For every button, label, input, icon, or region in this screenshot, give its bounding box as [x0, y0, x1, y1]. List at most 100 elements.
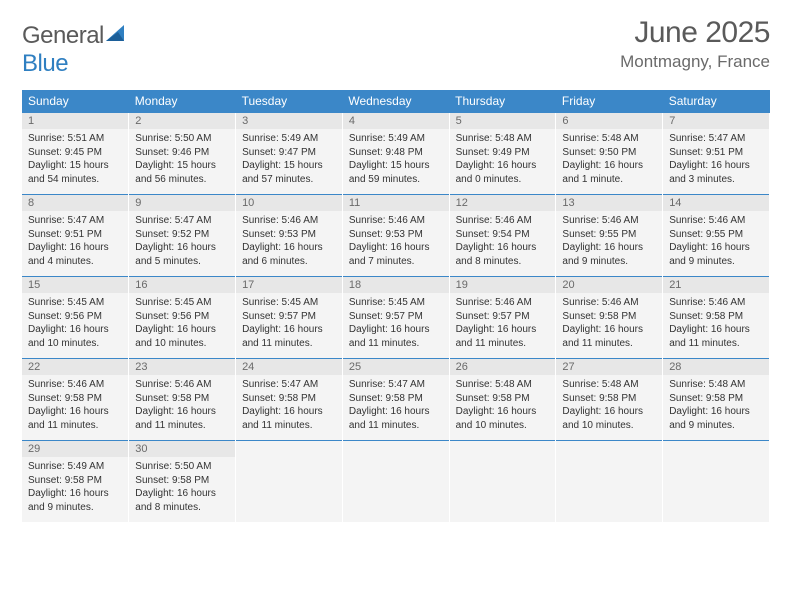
sunset-line: Sunset: 9:58 PM — [28, 474, 122, 488]
day-cell: Sunrise: 5:45 AMSunset: 9:57 PMDaylight:… — [342, 293, 449, 359]
daylight-line: Daylight: 16 hours and 6 minutes. — [242, 241, 336, 268]
sunrise-line: Sunrise: 5:46 AM — [28, 378, 122, 392]
sunrise-line: Sunrise: 5:50 AM — [135, 132, 229, 146]
daylight-line: Daylight: 16 hours and 9 minutes. — [669, 241, 763, 268]
logo-word-1: General — [22, 22, 104, 49]
sunrise-line: Sunrise: 5:46 AM — [562, 296, 656, 310]
day-cell — [556, 457, 663, 522]
day-number: 23 — [129, 359, 236, 375]
sunset-line: Sunset: 9:57 PM — [456, 310, 550, 324]
sunrise-line: Sunrise: 5:45 AM — [242, 296, 336, 310]
day-detail-row: Sunrise: 5:46 AMSunset: 9:58 PMDaylight:… — [22, 375, 770, 441]
sunset-line: Sunset: 9:58 PM — [669, 310, 763, 324]
sunrise-line: Sunrise: 5:48 AM — [456, 132, 550, 146]
sunset-line: Sunset: 9:57 PM — [349, 310, 443, 324]
day-number-row: 22232425262728 — [22, 359, 770, 375]
day-cell: Sunrise: 5:45 AMSunset: 9:56 PMDaylight:… — [129, 293, 236, 359]
sunrise-line: Sunrise: 5:46 AM — [135, 378, 229, 392]
daylight-line: Daylight: 16 hours and 11 minutes. — [242, 323, 336, 350]
day-number-row: 2930 — [22, 441, 770, 457]
daylight-line: Daylight: 16 hours and 9 minutes. — [669, 405, 763, 432]
day-cell: Sunrise: 5:46 AMSunset: 9:54 PMDaylight:… — [449, 211, 556, 277]
daylight-line: Daylight: 16 hours and 4 minutes. — [28, 241, 122, 268]
sunset-line: Sunset: 9:57 PM — [242, 310, 336, 324]
daylight-line: Daylight: 16 hours and 8 minutes. — [456, 241, 550, 268]
day-detail-row: Sunrise: 5:47 AMSunset: 9:51 PMDaylight:… — [22, 211, 770, 277]
sunset-line: Sunset: 9:51 PM — [28, 228, 122, 242]
day-cell: Sunrise: 5:45 AMSunset: 9:56 PMDaylight:… — [22, 293, 129, 359]
daylight-line: Daylight: 15 hours and 59 minutes. — [349, 159, 443, 186]
day-cell: Sunrise: 5:46 AMSunset: 9:58 PMDaylight:… — [22, 375, 129, 441]
sunset-line: Sunset: 9:58 PM — [562, 392, 656, 406]
daylight-line: Daylight: 16 hours and 5 minutes. — [135, 241, 229, 268]
sunset-line: Sunset: 9:45 PM — [28, 146, 122, 160]
day-cell: Sunrise: 5:45 AMSunset: 9:57 PMDaylight:… — [236, 293, 343, 359]
sunrise-line: Sunrise: 5:45 AM — [135, 296, 229, 310]
day-cell: Sunrise: 5:51 AMSunset: 9:45 PMDaylight:… — [22, 129, 129, 195]
weekday-header: Wednesday — [342, 90, 449, 113]
daylight-line: Daylight: 15 hours and 54 minutes. — [28, 159, 122, 186]
sunset-line: Sunset: 9:50 PM — [562, 146, 656, 160]
daylight-line: Daylight: 16 hours and 10 minutes. — [135, 323, 229, 350]
day-cell: Sunrise: 5:46 AMSunset: 9:58 PMDaylight:… — [129, 375, 236, 441]
sunset-line: Sunset: 9:58 PM — [28, 392, 122, 406]
day-cell: Sunrise: 5:48 AMSunset: 9:58 PMDaylight:… — [449, 375, 556, 441]
day-number: 10 — [236, 195, 343, 211]
day-number: 24 — [236, 359, 343, 375]
day-cell: Sunrise: 5:46 AMSunset: 9:57 PMDaylight:… — [449, 293, 556, 359]
sunrise-line: Sunrise: 5:47 AM — [349, 378, 443, 392]
day-detail-row: Sunrise: 5:51 AMSunset: 9:45 PMDaylight:… — [22, 129, 770, 195]
daylight-line: Daylight: 16 hours and 3 minutes. — [669, 159, 763, 186]
sunset-line: Sunset: 9:54 PM — [456, 228, 550, 242]
day-number: 5 — [449, 113, 556, 129]
sunrise-line: Sunrise: 5:48 AM — [562, 378, 656, 392]
sunrise-line: Sunrise: 5:46 AM — [242, 214, 336, 228]
day-number: 19 — [449, 277, 556, 293]
day-number: 8 — [22, 195, 129, 211]
sunset-line: Sunset: 9:53 PM — [242, 228, 336, 242]
day-cell: Sunrise: 5:46 AMSunset: 9:55 PMDaylight:… — [556, 211, 663, 277]
sunset-line: Sunset: 9:58 PM — [456, 392, 550, 406]
day-number: 15 — [22, 277, 129, 293]
day-cell: Sunrise: 5:46 AMSunset: 9:53 PMDaylight:… — [236, 211, 343, 277]
day-number: 12 — [449, 195, 556, 211]
day-number — [342, 441, 449, 457]
sunset-line: Sunset: 9:47 PM — [242, 146, 336, 160]
sunset-line: Sunset: 9:55 PM — [562, 228, 656, 242]
daylight-line: Daylight: 16 hours and 11 minutes. — [456, 323, 550, 350]
sunset-line: Sunset: 9:56 PM — [28, 310, 122, 324]
daylight-line: Daylight: 16 hours and 11 minutes. — [135, 405, 229, 432]
daylight-line: Daylight: 16 hours and 0 minutes. — [456, 159, 550, 186]
day-cell: Sunrise: 5:49 AMSunset: 9:48 PMDaylight:… — [342, 129, 449, 195]
sunrise-line: Sunrise: 5:49 AM — [28, 460, 122, 474]
day-cell: Sunrise: 5:46 AMSunset: 9:55 PMDaylight:… — [663, 211, 770, 277]
sunrise-line: Sunrise: 5:47 AM — [242, 378, 336, 392]
day-number: 30 — [129, 441, 236, 457]
daylight-line: Daylight: 16 hours and 9 minutes. — [28, 487, 122, 514]
day-cell: Sunrise: 5:46 AMSunset: 9:53 PMDaylight:… — [342, 211, 449, 277]
logo-sail-icon — [104, 22, 126, 50]
day-cell: Sunrise: 5:48 AMSunset: 9:58 PMDaylight:… — [556, 375, 663, 441]
day-number: 4 — [342, 113, 449, 129]
daylight-line: Daylight: 16 hours and 11 minutes. — [349, 323, 443, 350]
sunrise-line: Sunrise: 5:46 AM — [669, 296, 763, 310]
day-number — [449, 441, 556, 457]
weekday-header: Friday — [556, 90, 663, 113]
day-number: 13 — [556, 195, 663, 211]
day-number: 26 — [449, 359, 556, 375]
sunrise-line: Sunrise: 5:49 AM — [242, 132, 336, 146]
sunrise-line: Sunrise: 5:47 AM — [135, 214, 229, 228]
weekday-header: Thursday — [449, 90, 556, 113]
day-number — [556, 441, 663, 457]
day-cell: Sunrise: 5:46 AMSunset: 9:58 PMDaylight:… — [556, 293, 663, 359]
header: GeneralBlue June 2025 Montmagny, France — [22, 16, 770, 78]
day-cell: Sunrise: 5:50 AMSunset: 9:46 PMDaylight:… — [129, 129, 236, 195]
sunrise-line: Sunrise: 5:49 AM — [349, 132, 443, 146]
day-number: 21 — [663, 277, 770, 293]
weekday-header: Tuesday — [236, 90, 343, 113]
sunset-line: Sunset: 9:53 PM — [349, 228, 443, 242]
daylight-line: Daylight: 16 hours and 10 minutes. — [456, 405, 550, 432]
day-cell: Sunrise: 5:49 AMSunset: 9:47 PMDaylight:… — [236, 129, 343, 195]
sunrise-line: Sunrise: 5:48 AM — [456, 378, 550, 392]
sunset-line: Sunset: 9:48 PM — [349, 146, 443, 160]
